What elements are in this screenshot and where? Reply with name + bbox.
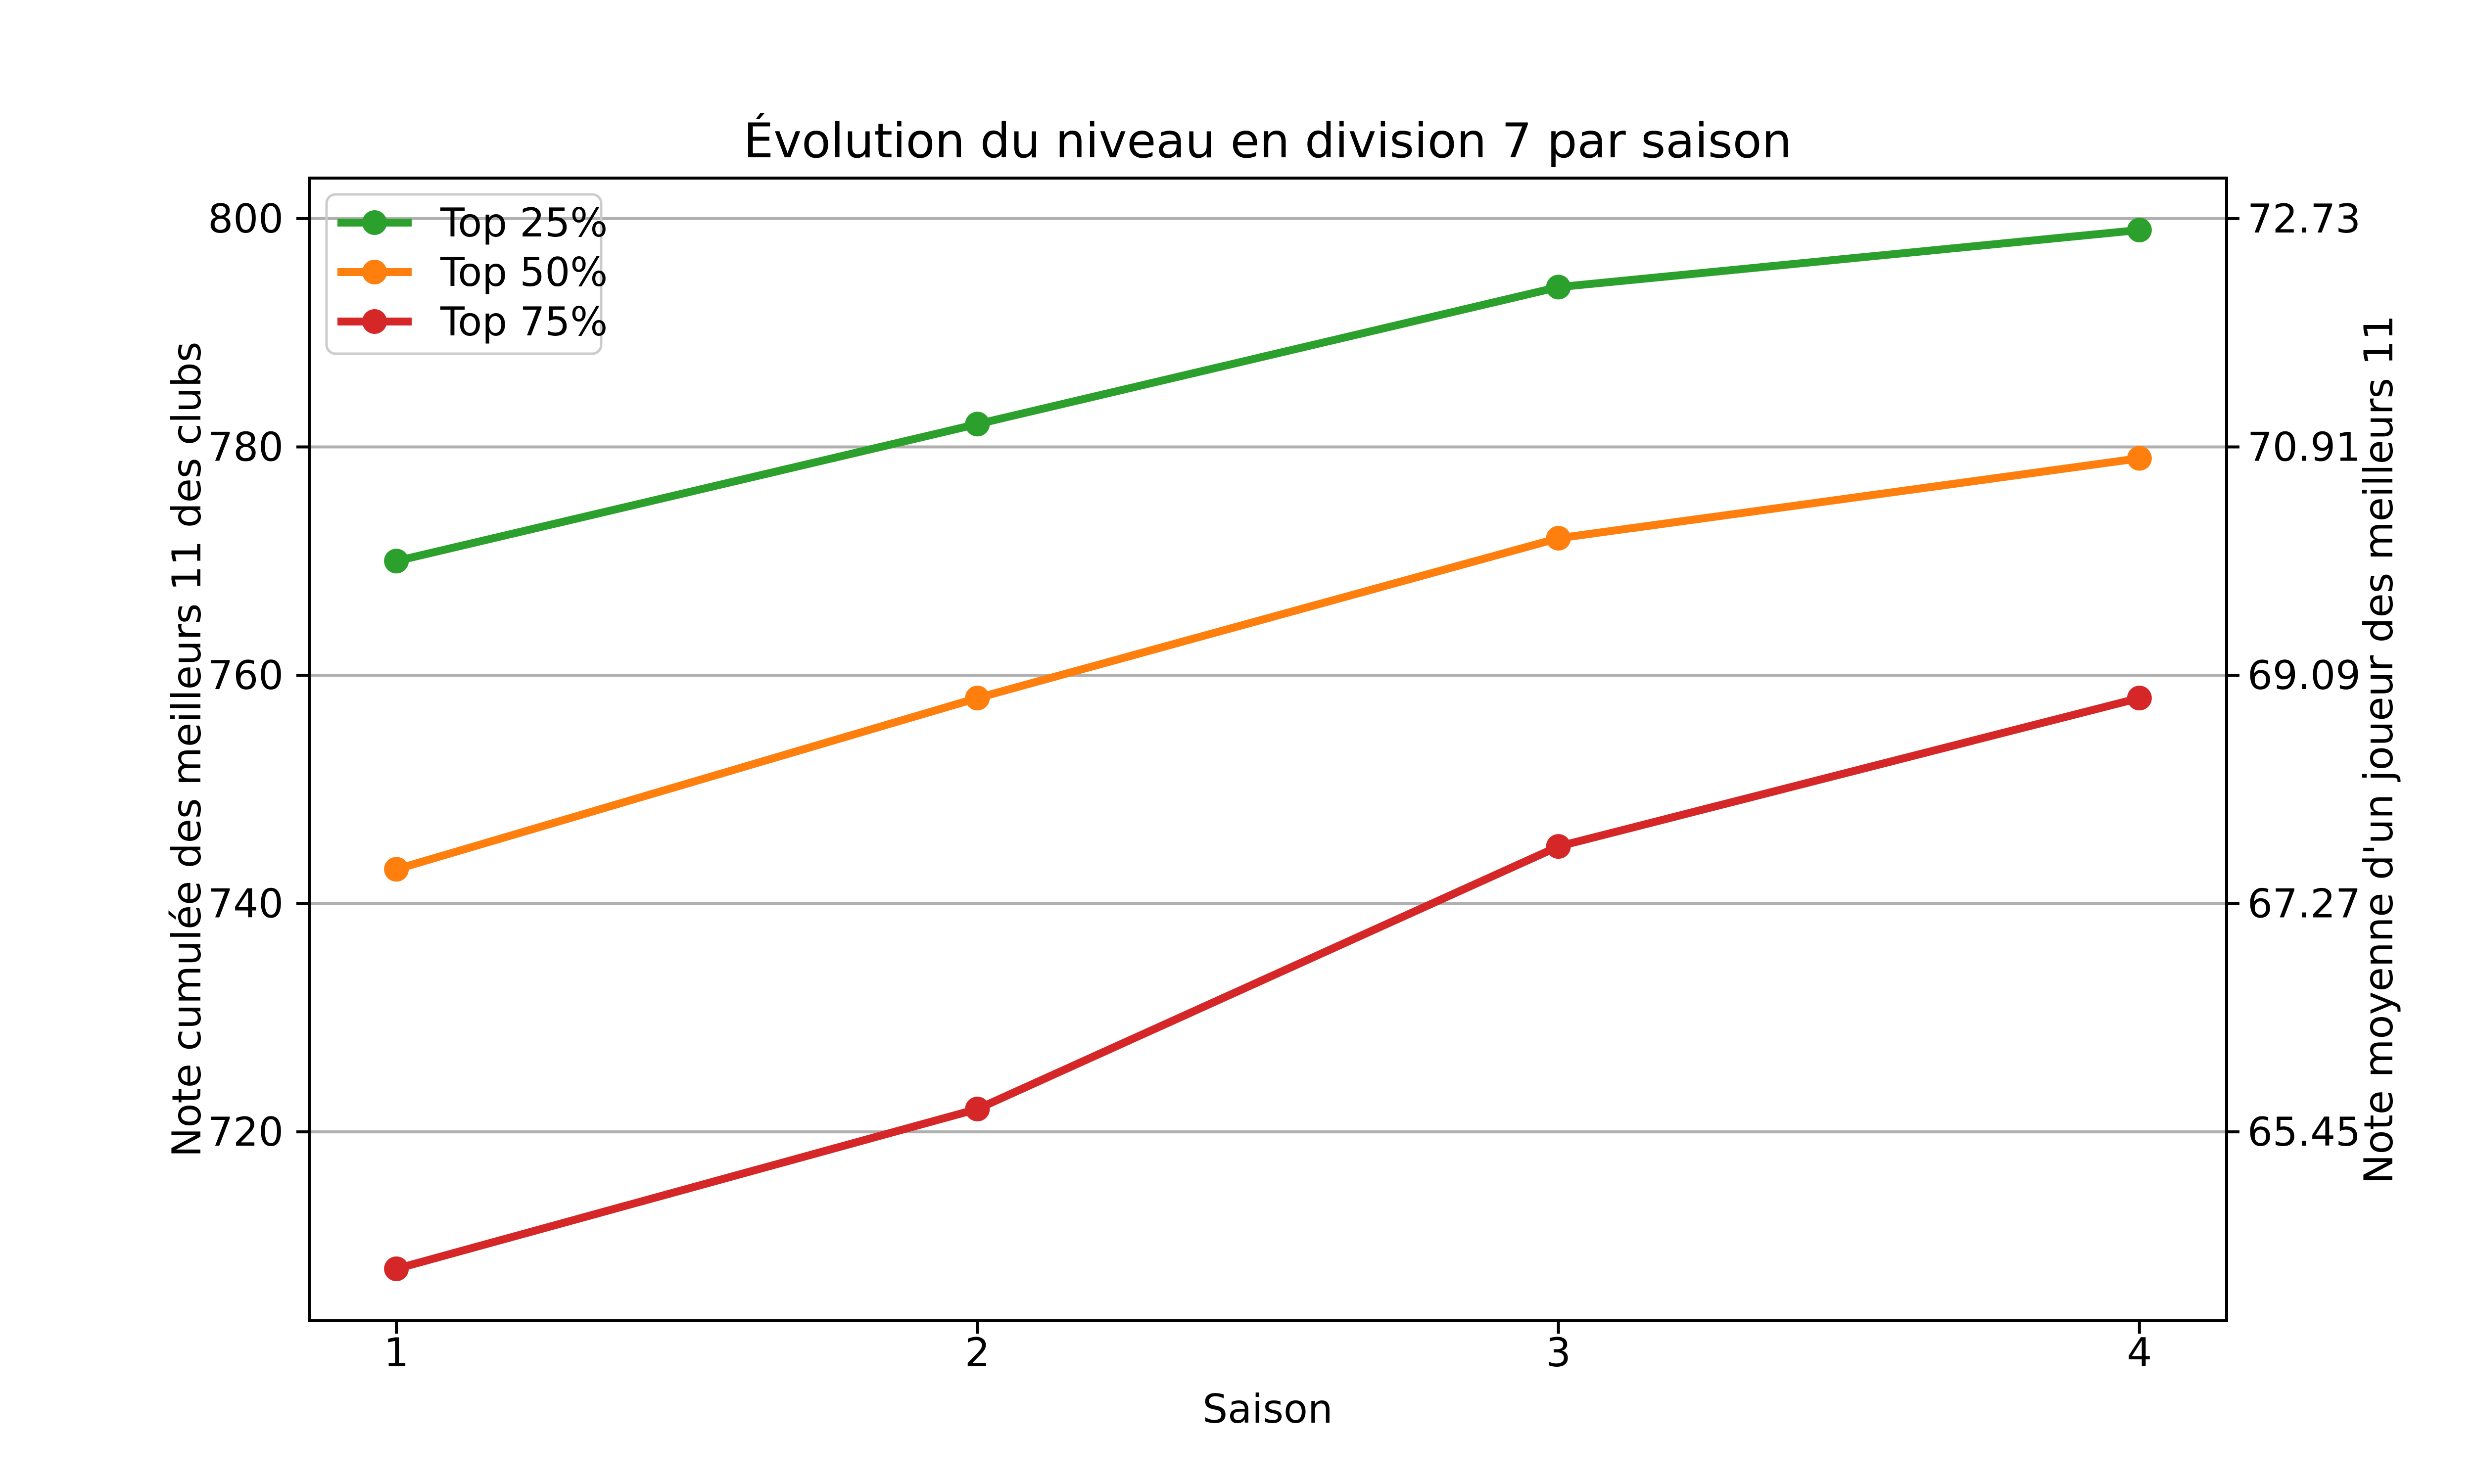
y-tick-label-left: 760 <box>208 652 284 698</box>
legend-marker <box>362 210 387 235</box>
series-layer <box>384 218 2152 1281</box>
y-tick-label-left: 800 <box>208 196 284 242</box>
legend-label: Top 50% <box>440 249 608 295</box>
y-tick-label-left: 740 <box>208 881 284 927</box>
data-point-marker <box>384 549 409 574</box>
axes-frame-layer <box>308 177 2228 1322</box>
y-tick-label-left: 780 <box>208 424 284 470</box>
y-axis-label-right: Note moyenne d'un joueur des meilleurs 1… <box>2356 315 2402 1184</box>
y-tick-label-right: 69.09 <box>2247 652 2361 698</box>
grid-layer <box>309 217 2227 1134</box>
data-point-marker <box>1546 834 1571 859</box>
x-tick-label: 3 <box>1546 1330 1571 1376</box>
legend-marker <box>362 260 387 284</box>
data-point-marker <box>1546 275 1571 300</box>
series-top-25- <box>384 218 2152 574</box>
x-axis-label: Saison <box>1202 1386 1332 1432</box>
legend-item: Top 75% <box>337 299 608 345</box>
y-tick-label-left: 720 <box>208 1109 284 1155</box>
legend-item: Top 50% <box>337 249 608 295</box>
legend-box <box>325 193 603 355</box>
y-tick-label-right: 72.73 <box>2247 196 2361 242</box>
x-tick-label: 1 <box>384 1330 409 1376</box>
chart-title: Évolution du niveau en division 7 par sa… <box>744 113 1792 169</box>
data-point-marker <box>965 686 990 711</box>
y-axis-label-left: Note cumulée des meilleurs 11 des clubs <box>164 342 210 1158</box>
legend-item: Top 25% <box>337 200 608 246</box>
legend-label: Top 25% <box>440 200 608 246</box>
y-tick-label-right: 65.45 <box>2247 1109 2361 1155</box>
series-top-50- <box>384 446 2152 882</box>
data-point-marker <box>965 412 990 437</box>
data-point-marker <box>1546 526 1571 551</box>
series-line <box>392 694 2143 1273</box>
series-line <box>392 226 2143 565</box>
data-point-marker <box>384 857 409 882</box>
tick-layer: 720 65.45 740 67.27 760 69.09 780 70.91 800 72.73… <box>208 196 2361 1376</box>
data-point-marker <box>2127 218 2152 242</box>
legend-marker <box>362 309 387 334</box>
data-point-marker <box>965 1096 990 1121</box>
y-tick-label-right: 70.91 <box>2247 424 2361 470</box>
data-point-marker <box>2127 686 2152 711</box>
legend-label: Top 75% <box>440 299 608 345</box>
data-point-marker <box>2127 446 2152 471</box>
legend: Top 25%Top 50%Top 75% <box>325 193 608 355</box>
y-tick-label-right: 67.27 <box>2247 881 2361 927</box>
x-tick-label: 2 <box>965 1330 990 1376</box>
x-tick-label: 4 <box>2127 1330 2152 1376</box>
series-top-75- <box>384 686 2152 1281</box>
axes-frame <box>308 177 2228 1322</box>
data-point-marker <box>384 1256 409 1281</box>
series-line <box>392 454 2143 874</box>
